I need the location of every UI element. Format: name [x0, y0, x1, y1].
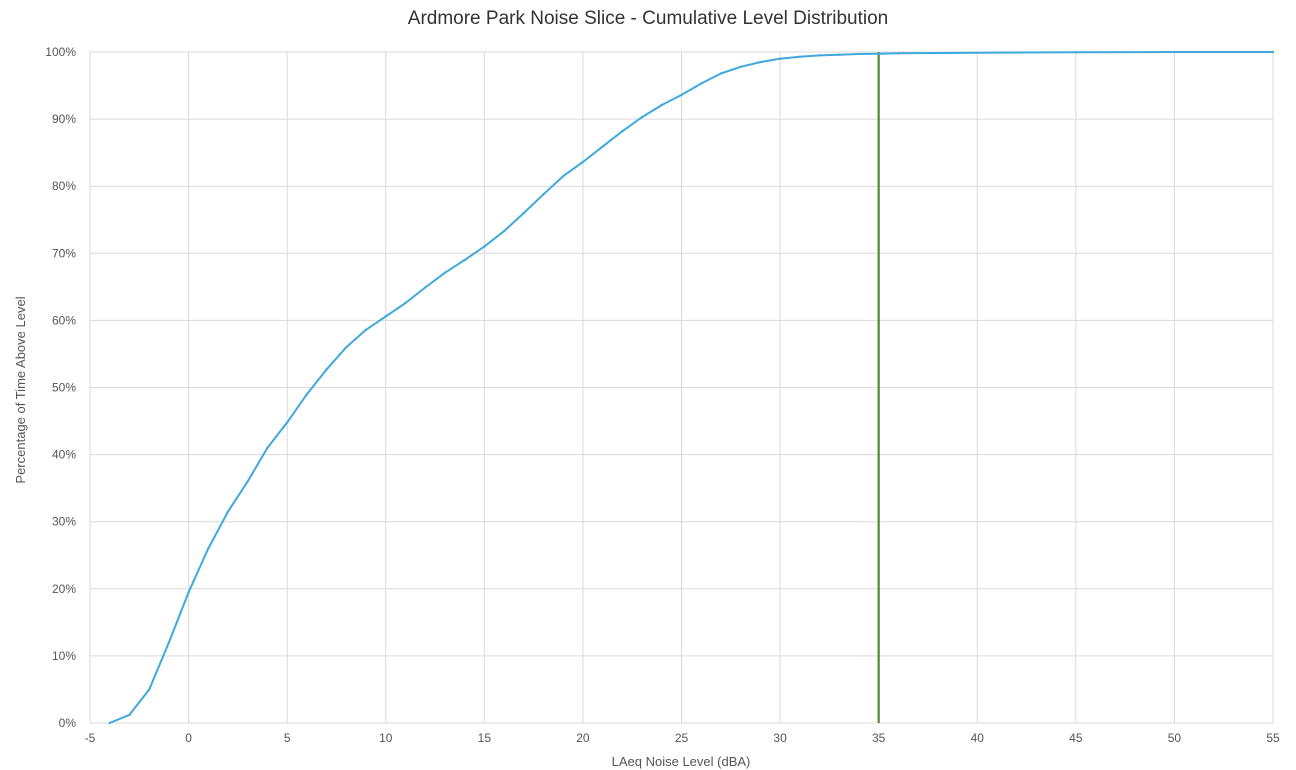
data-point	[660, 103, 663, 107]
x-axis-label: LAeq Noise Level (dBA)	[612, 754, 751, 769]
y-tick-label: 10%	[52, 649, 76, 663]
data-point	[463, 258, 466, 262]
chart-title: Ardmore Park Noise Slice - Cumulative Le…	[408, 8, 888, 29]
x-tick-label: 45	[1069, 731, 1083, 745]
data-point	[818, 54, 821, 57]
plot-frame	[89, 51, 1274, 724]
data-point	[581, 160, 585, 164]
data-point	[384, 315, 387, 318]
data-point	[1173, 50, 1176, 54]
x-tick-label: 0	[185, 731, 192, 745]
data-point	[1271, 50, 1275, 54]
data-point	[207, 547, 210, 550]
data-point	[443, 271, 447, 274]
data-point	[483, 245, 486, 248]
data-point	[522, 211, 525, 215]
series-layer	[108, 50, 1275, 725]
y-tick-label: 90%	[52, 112, 76, 126]
data-point	[266, 446, 269, 450]
data-point	[128, 713, 131, 717]
data-point	[621, 129, 624, 133]
data-point	[778, 57, 782, 60]
data-point	[700, 82, 703, 85]
y-tick-label: 0%	[59, 716, 77, 730]
y-tick-label: 100%	[45, 45, 76, 59]
data-point	[877, 52, 880, 55]
x-tick-label: -5	[85, 731, 96, 745]
data-point	[857, 52, 861, 56]
data-point	[404, 301, 407, 305]
data-point	[167, 641, 171, 644]
data-point	[719, 72, 723, 75]
x-tick-label: 30	[773, 731, 787, 745]
data-point	[147, 688, 151, 691]
y-tick-label: 20%	[52, 582, 76, 596]
y-tick-label: 60%	[52, 313, 76, 327]
y-tick-labels: 0% 10% 20% 30% 40% 50% 60% 70% 80% 90% 100%	[45, 45, 76, 730]
y-tick-label: 80%	[52, 179, 76, 193]
data-point	[542, 193, 545, 196]
data-point	[305, 393, 309, 396]
data-point	[226, 510, 230, 513]
y-tick-label: 40%	[52, 448, 76, 462]
data-point	[562, 174, 565, 178]
data-point	[345, 346, 348, 349]
data-point	[601, 145, 604, 148]
data-point	[502, 229, 506, 233]
data-point	[976, 51, 979, 54]
y-tick-label: 30%	[52, 515, 76, 529]
data-point	[285, 421, 289, 424]
x-tick-label: 35	[872, 731, 886, 745]
x-tick-label: 15	[478, 731, 492, 745]
x-tick-label: 50	[1168, 731, 1182, 745]
data-point	[325, 368, 328, 371]
y-tick-label: 70%	[52, 246, 76, 260]
y-tick-label: 50%	[52, 381, 76, 395]
data-point	[423, 286, 427, 289]
x-tick-label: 25	[675, 731, 689, 745]
data-point	[187, 590, 190, 594]
data-point	[759, 60, 762, 64]
data-point	[364, 328, 368, 331]
data-point	[1074, 51, 1078, 54]
data-point	[798, 55, 801, 58]
y-axis-label: Percentage of Time Above Level	[13, 296, 28, 483]
grid-lines	[89, 51, 1274, 724]
x-tick-label: 55	[1266, 731, 1280, 745]
data-point	[838, 53, 841, 56]
data-point	[246, 480, 249, 483]
data-point	[897, 52, 900, 55]
data-point	[739, 65, 742, 68]
data-point	[936, 51, 940, 55]
x-tick-label: 10	[379, 731, 393, 745]
x-tick-labels: -5 0 5 10 15 20 25 30 35 40 45 50 55	[85, 731, 1280, 745]
x-tick-label: 20	[576, 731, 590, 745]
x-tick-label: 5	[284, 731, 291, 745]
series-line	[108, 51, 1274, 724]
data-point	[680, 93, 683, 97]
x-tick-label: 40	[971, 731, 985, 745]
data-point	[108, 721, 111, 725]
data-point	[640, 115, 644, 119]
